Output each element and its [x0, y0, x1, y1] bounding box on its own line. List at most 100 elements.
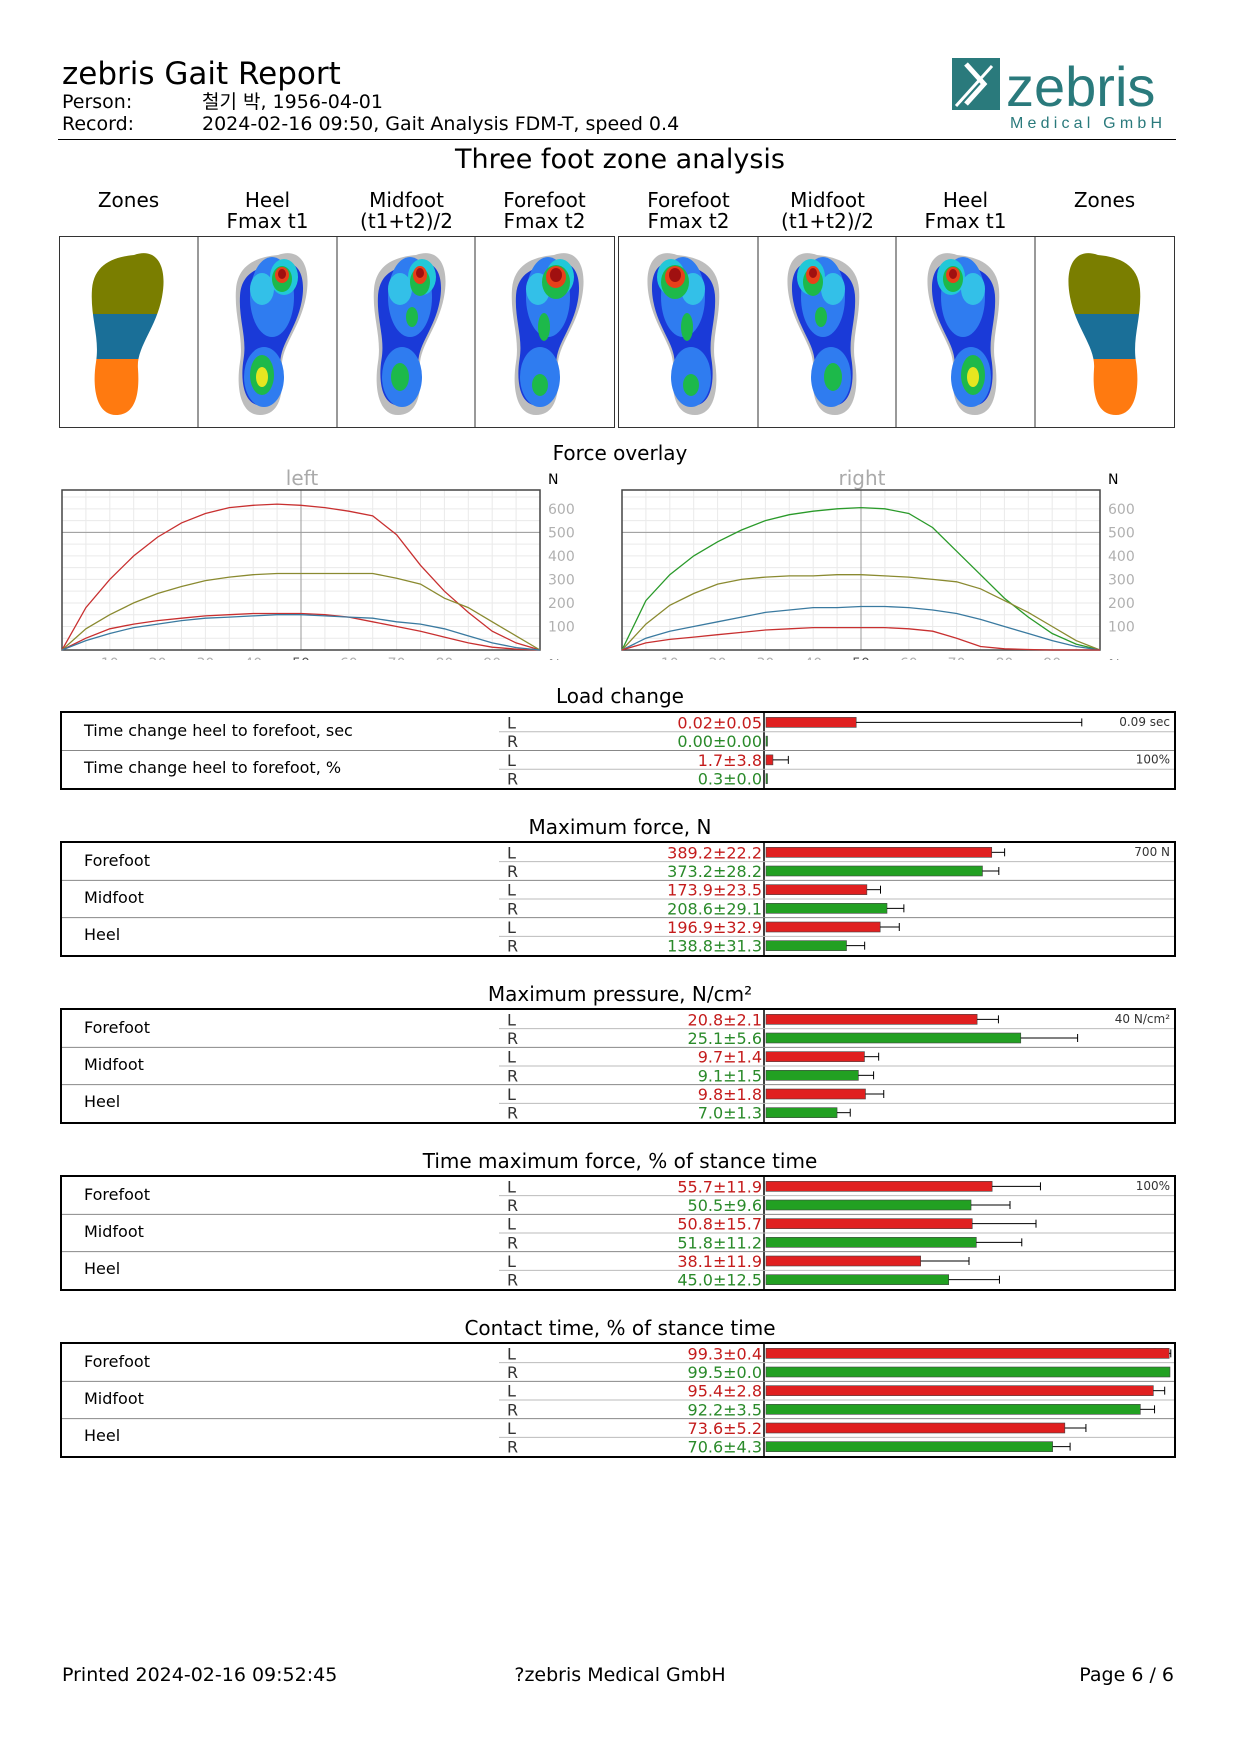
left-bar [765, 754, 774, 766]
side-label: L [507, 1382, 516, 1401]
right-foot-panels [618, 236, 1175, 428]
right-plot-title: right [838, 466, 886, 490]
row-label: Heel [84, 1426, 121, 1446]
force-chart-right: 100 200 300 400 500 600 10 20 30 40 50 60 70 80 90 N% [621, 472, 1135, 660]
zone-column-heading: Forefoot Fmax t2 [475, 190, 614, 232]
side-label: L [507, 1177, 516, 1196]
value-label: 99.5±0.0 [688, 1363, 762, 1382]
zone-analysis-title: Three foot zone analysis [455, 144, 785, 175]
side-label: R [507, 862, 518, 881]
left-foot-panels [59, 236, 615, 428]
right-bar [765, 773, 768, 784]
zone-column-title: Zones [97, 188, 160, 212]
zone-column-title: Heel [942, 188, 989, 212]
row-label: Heel [84, 1092, 121, 1112]
scale-label: 700 N [1134, 845, 1170, 859]
logo-name: zebris [1006, 56, 1155, 118]
footer-page: Page 6 / 6 [1079, 1664, 1174, 1686]
force-overlay-title: Force overlay [552, 441, 688, 465]
y-tick-label: 400 [548, 549, 575, 565]
row-label: Midfoot [84, 1389, 144, 1408]
bar-table: 700 N L 389.2±22.2 R 373.2±28.2 L 173.9±23.5 R 2… [60, 841, 1176, 957]
report-title: zebris Gait Report [62, 56, 341, 92]
y-tick-label: 100 [548, 619, 575, 635]
row-label: Heel [84, 925, 121, 945]
side-label: R [507, 1363, 518, 1382]
x-tick-label: 10 [661, 656, 679, 660]
y-tick-label: 400 [1108, 549, 1135, 565]
side-label: L [507, 1048, 516, 1067]
left-bar [765, 1181, 993, 1192]
zone-column-subtitle: (t1+t2)/2 [781, 209, 874, 233]
person-value: 철기 박, 1956-04-01 [202, 91, 383, 113]
side-label: R [507, 1438, 518, 1456]
force-series-line [621, 506, 1101, 651]
x-tick-label: 70 [948, 656, 966, 660]
side-label: R [507, 899, 518, 918]
pressure-map-icon [787, 253, 860, 415]
value-label: 1.7±3.8 [698, 751, 762, 770]
pressure-map-icon [927, 253, 1000, 415]
value-label: 173.9±23.5 [667, 881, 762, 900]
pressure-map-icon [373, 253, 446, 415]
zone-column-title: Zones [1073, 188, 1136, 212]
person-label: Person: [62, 91, 133, 113]
side-label: L [507, 1010, 516, 1029]
right-bar [765, 1441, 1053, 1452]
force-series-line [621, 574, 1101, 651]
left-bar [765, 884, 868, 895]
value-label: 92.2±3.5 [688, 1400, 762, 1419]
right-bar [765, 1032, 1022, 1044]
side-label: L [507, 713, 516, 732]
side-label: L [507, 918, 516, 937]
left-bar [765, 921, 881, 933]
bar-table: 100%L99.3±0.4R99.5±0.0L95.4±2.8R92.2±3.5… [60, 1342, 1176, 1458]
plot-frame [621, 489, 1101, 651]
x-tick-label: 10 [101, 656, 119, 660]
value-label: 0.02±0.05 [677, 713, 762, 732]
row-label: Midfoot [84, 1055, 144, 1074]
left-bar [765, 1348, 1170, 1359]
side-label: L [507, 843, 516, 862]
value-label: 50.5±9.6 [688, 1196, 762, 1215]
side-label: R [507, 1196, 518, 1215]
row-label: Midfoot [84, 888, 144, 907]
left-bar [765, 1088, 866, 1100]
x-tick-label: 60 [340, 656, 358, 660]
value-label: 7.0±1.3 [698, 1104, 762, 1122]
pressure-map-icon [235, 253, 308, 415]
side-label: R [507, 770, 518, 788]
y-tick-label: 600 [548, 502, 575, 518]
value-label: 9.8±1.8 [698, 1085, 762, 1104]
force-chart-left: 100 200 300 400 500 600 10 20 30 40 50 60 70 80 90 N% [61, 472, 575, 660]
header-divider [58, 139, 1176, 140]
force-series-line [61, 614, 541, 651]
plot-frame [61, 489, 541, 651]
zone-column-title: Forefoot [647, 188, 730, 212]
value-label: 196.9±32.9 [667, 918, 762, 937]
y-tick-label: 200 [548, 596, 575, 612]
footer-company: ?zebris Medical GmbH [514, 1664, 726, 1686]
x-unit-label: % [1108, 658, 1121, 660]
x-tick-label: 30 [196, 656, 214, 660]
zone-column-heading: Heel Fmax t1 [198, 190, 337, 232]
x-tick-label: 80 [995, 656, 1013, 660]
side-label: R [507, 1233, 518, 1252]
row-label: Forefoot [84, 1351, 150, 1371]
y-unit-label: N [548, 472, 558, 488]
x-unit-label: % [548, 658, 561, 660]
left-bar [765, 1014, 978, 1025]
left-bar [765, 1385, 1154, 1396]
force-series-line [61, 503, 541, 651]
row-label: Forefoot [84, 1017, 150, 1037]
pressure-map-icon [647, 253, 720, 415]
side-label: L [507, 1085, 516, 1104]
right-bar [765, 1070, 859, 1081]
x-tick-label: 50 [852, 656, 870, 660]
y-tick-label: 500 [1108, 525, 1135, 541]
zone-column-title: Midfoot [369, 188, 444, 212]
zone-column-heading: Midfoot (t1+t2)/2 [337, 190, 476, 232]
table-title: Load change [556, 684, 684, 708]
right-bar [765, 940, 847, 951]
zone-column-heading: Forefoot Fmax t2 [619, 190, 758, 232]
